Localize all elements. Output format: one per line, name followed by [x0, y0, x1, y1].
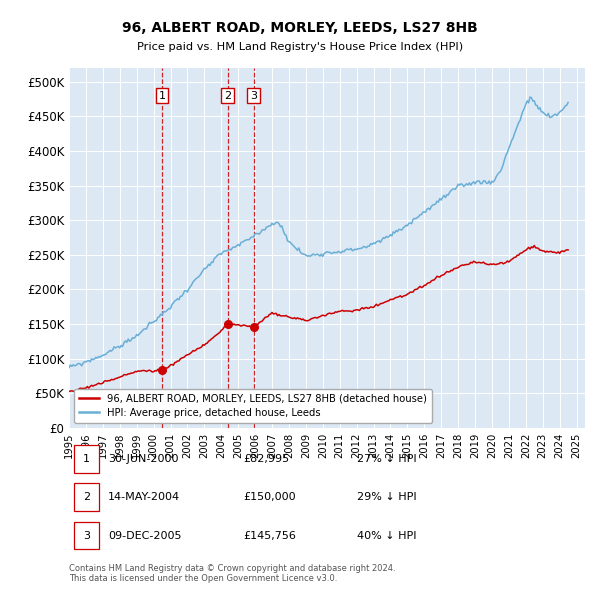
Text: 29% ↓ HPI: 29% ↓ HPI [357, 492, 416, 502]
Text: £150,000: £150,000 [243, 492, 296, 502]
Text: £82,995: £82,995 [243, 454, 289, 464]
Text: 96, ALBERT ROAD, MORLEY, LEEDS, LS27 8HB: 96, ALBERT ROAD, MORLEY, LEEDS, LS27 8HB [122, 21, 478, 35]
Text: 09-DEC-2005: 09-DEC-2005 [108, 530, 182, 540]
Text: 1: 1 [83, 454, 90, 464]
Text: £145,756: £145,756 [243, 530, 296, 540]
Text: 30-JUN-2000: 30-JUN-2000 [108, 454, 179, 464]
Text: Price paid vs. HM Land Registry's House Price Index (HPI): Price paid vs. HM Land Registry's House … [137, 42, 463, 53]
Text: 40% ↓ HPI: 40% ↓ HPI [357, 530, 416, 540]
Text: 2: 2 [224, 90, 231, 100]
Text: 14-MAY-2004: 14-MAY-2004 [108, 492, 180, 502]
Text: 3: 3 [83, 530, 90, 540]
Legend: 96, ALBERT ROAD, MORLEY, LEEDS, LS27 8HB (detached house), HPI: Average price, d: 96, ALBERT ROAD, MORLEY, LEEDS, LS27 8HB… [74, 389, 432, 423]
Text: Contains HM Land Registry data © Crown copyright and database right 2024.
This d: Contains HM Land Registry data © Crown c… [69, 563, 395, 583]
Text: 27% ↓ HPI: 27% ↓ HPI [357, 454, 416, 464]
Text: 3: 3 [250, 90, 257, 100]
Text: 2: 2 [83, 492, 90, 502]
Text: 1: 1 [158, 90, 166, 100]
